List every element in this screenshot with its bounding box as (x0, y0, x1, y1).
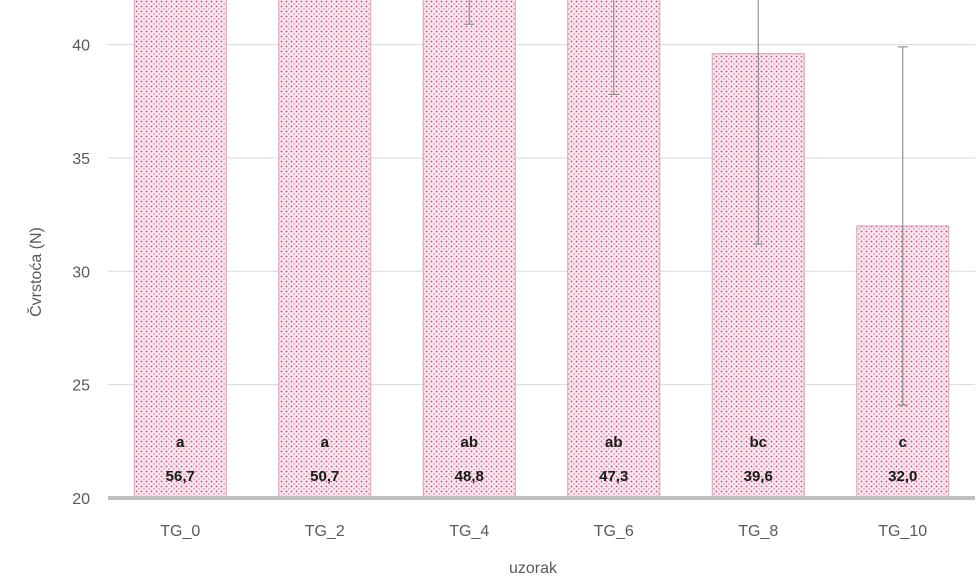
x-axis-ticks: TG_0 TG_2 TG_4 TG_6 TG_8 TG_10 (160, 523, 927, 540)
bar (278, 0, 372, 499)
error-bars (464, 0, 908, 406)
value-label: 39,6 (744, 468, 773, 485)
gridlines (108, 44, 975, 386)
x-tick-label: TG_0 (160, 523, 200, 540)
x-axis-title: uzorak (509, 560, 558, 577)
group-letter: c (899, 434, 907, 451)
y-tick-label: 30 (72, 264, 90, 281)
value-label: 48,8 (455, 468, 484, 485)
value-label: 32,0 (888, 468, 917, 485)
bar-labels: a 56,7 a 50,7 ab 48,8 ab 47,3 bc 39,6 c 32,0 (166, 434, 918, 485)
value-label: 56,7 (166, 468, 195, 485)
x-tick-label: TG_6 (594, 523, 634, 540)
y-tick-label: 20 (72, 491, 90, 508)
y-axis-title: Čvrstoća (N) (26, 227, 45, 317)
group-letter: bc (749, 434, 767, 451)
value-label: 47,3 (599, 468, 628, 485)
y-axis-ticks: 202530354045505560 (72, 38, 90, 508)
bar (133, 0, 227, 499)
group-letter: ab (605, 434, 623, 451)
bars (133, 0, 950, 499)
x-tick-label: TG_8 (738, 523, 778, 540)
y-tick-label: 35 (72, 151, 90, 168)
bar (422, 0, 516, 499)
x-tick-label: TG_2 (305, 523, 345, 540)
group-letter: a (176, 434, 185, 451)
value-label: 50,7 (310, 468, 339, 485)
x-tick-label: TG_4 (449, 523, 489, 540)
x-tick-label: TG_10 (878, 523, 927, 540)
group-letter: a (321, 434, 330, 451)
y-tick-label: 40 (72, 38, 90, 55)
y-tick-label: 25 (72, 378, 90, 395)
group-letter: ab (460, 434, 478, 451)
